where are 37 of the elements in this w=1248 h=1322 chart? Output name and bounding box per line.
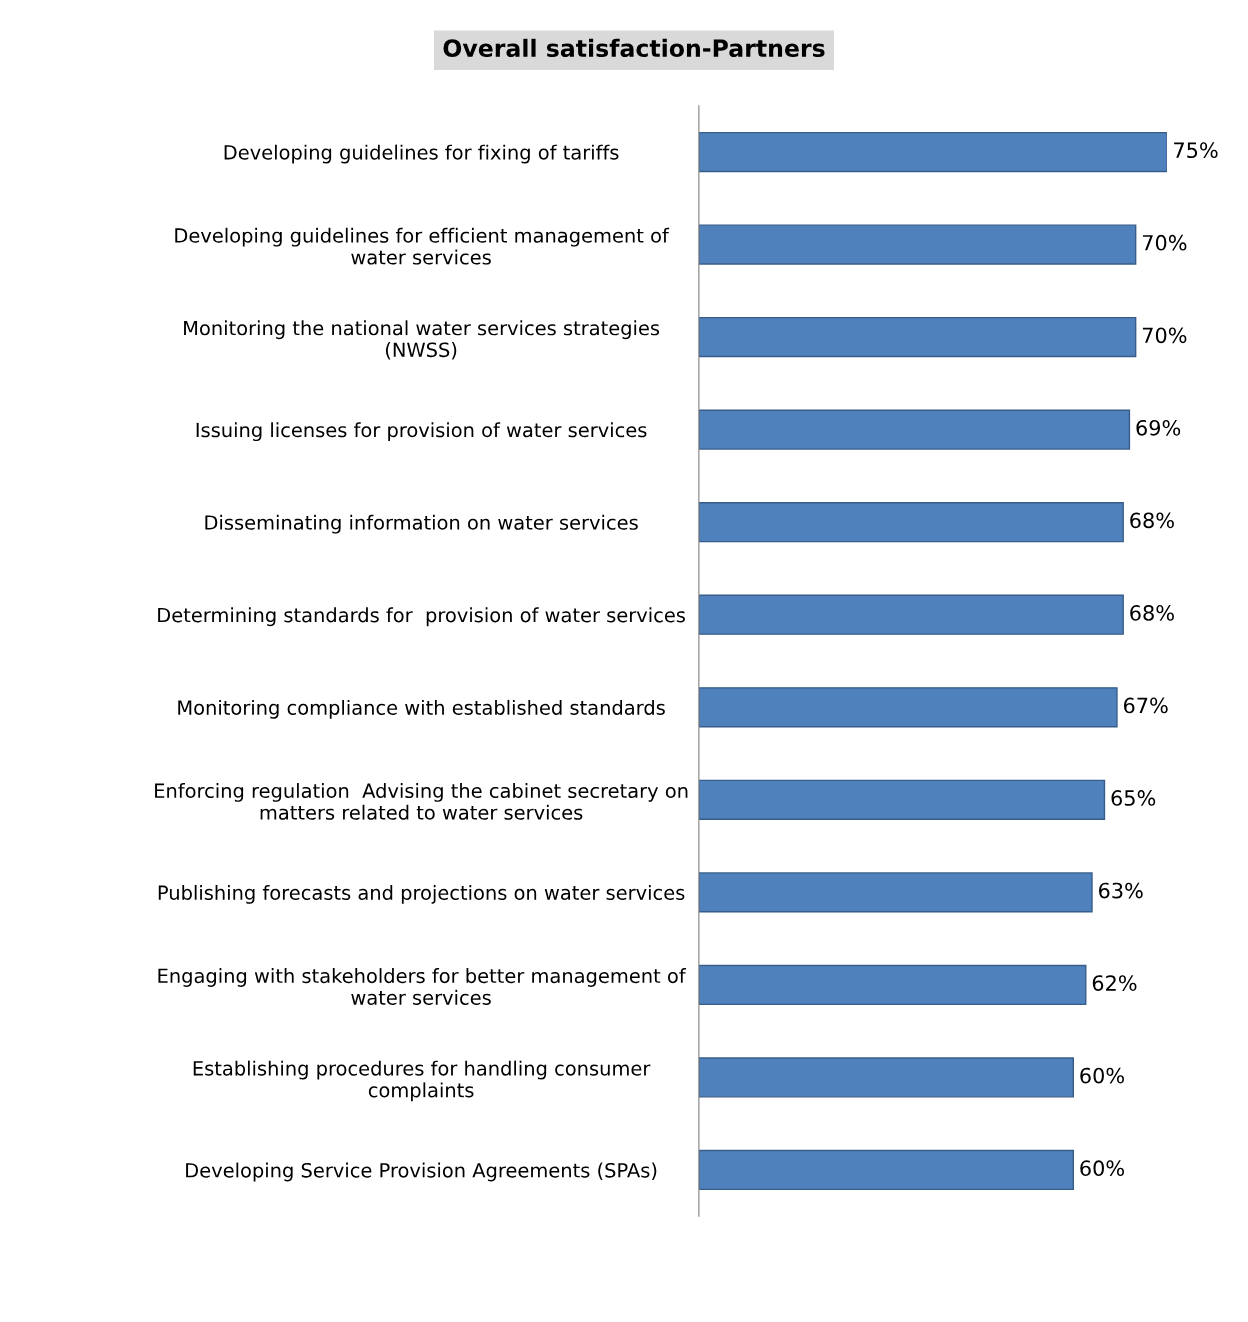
y-tick-label: Monitoring compliance with established standards: [178, 699, 665, 719]
data-label: 62%: [1092, 975, 1137, 991]
data-label: 75%: [1174, 142, 1218, 159]
y-tick-label: Developing guidelines for fixing of tariffs: [224, 144, 619, 164]
bar: [698, 502, 1124, 543]
y-tick-label: Determining standards for provision of water services: [158, 607, 685, 627]
bar: [698, 594, 1124, 635]
y-tick-label: Developing guidelines for efficient management of water services: [175, 227, 670, 265]
bar: [698, 316, 1137, 358]
bar: [698, 872, 1093, 913]
bar: [698, 409, 1131, 450]
bar: [698, 779, 1106, 820]
y-tick-label: Establishing procedures for handling consumer complaints: [193, 1060, 651, 1102]
y-tick-label: Developing Service Provision Agreements (SPAs): [186, 1162, 657, 1182]
bar: [698, 131, 1167, 173]
y-tick-label: Monitoring the national water services strategies (NWSS): [184, 320, 660, 360]
data-label: 69%: [1136, 419, 1181, 436]
data-label: 65%: [1111, 790, 1156, 806]
data-label: 68%: [1130, 605, 1174, 621]
bar: [698, 687, 1118, 728]
y-tick-label: Disseminating information on water services: [205, 514, 638, 534]
data-label: 70%: [1142, 234, 1187, 251]
bar: [698, 1149, 1074, 1191]
y-tick-label: Engaging with stakeholders for better management of water services: [158, 968, 687, 1005]
bar: [698, 964, 1087, 1006]
y-tick-label: Enforcing regulation Advising the cabinet secretary on matters related to water services: [155, 783, 688, 820]
data-label: 63%: [1099, 882, 1143, 899]
bar: [698, 224, 1137, 265]
bar: [698, 1057, 1074, 1098]
data-label: 60%: [1080, 1160, 1124, 1177]
data-label: 68%: [1130, 512, 1174, 529]
y-tick-label: Publishing forecasts and projections on water services: [158, 884, 685, 904]
data-label: 67%: [1123, 697, 1168, 714]
data-label: 70%: [1142, 327, 1187, 344]
y-tick-label: Issuing licenses for provision of water services: [196, 422, 647, 442]
chart-title: Overall satisfaction-Partners: [443, 38, 825, 58]
data-label: 60%: [1080, 1067, 1124, 1084]
